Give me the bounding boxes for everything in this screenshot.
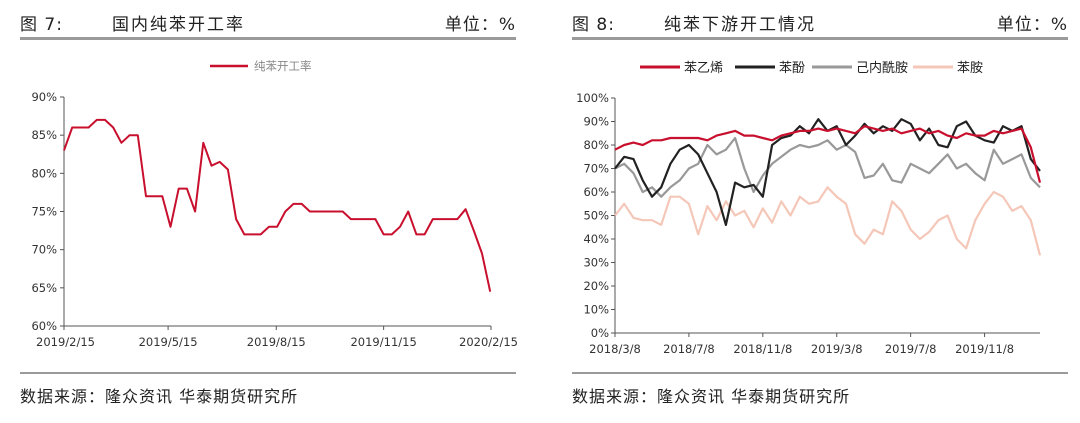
unit-label: 单位：% xyxy=(444,15,516,35)
legend-label: 苯酚 xyxy=(779,61,805,76)
data-source: 数据来源：隆众资讯 华泰期货研究所 xyxy=(20,387,299,406)
figure-number: 图 7: xyxy=(20,15,63,35)
x-tick-label: 2019/3/8 xyxy=(811,342,863,356)
legend-label: 苯乙烯 xyxy=(684,61,723,76)
y-tick-label: 75% xyxy=(31,205,57,219)
figure-7-panel: 图 7: 国内纯苯开工率 单位：% 60% 65% 70% 75% 80% 85% 90% 2… xyxy=(0,0,528,423)
y-tick-label: 100% xyxy=(576,91,609,105)
legend-label: 纯苯开工率 xyxy=(254,59,312,73)
footer-rule xyxy=(20,372,516,374)
series-line-aniline xyxy=(614,186,1042,256)
y-tick-label: 10% xyxy=(583,303,609,317)
y-tick-label: 60% xyxy=(31,319,57,333)
y-tick-label: 80% xyxy=(31,166,57,180)
y-tick-label: 0% xyxy=(591,326,609,340)
x-tick-label: 2019/7/8 xyxy=(885,342,937,356)
series-line-caprolactam xyxy=(614,136,1041,198)
y-tick-label: 30% xyxy=(583,256,609,270)
x-tick-label: 2019/11/15 xyxy=(350,335,416,349)
header-rule xyxy=(20,37,516,40)
x-tick-label: 2019/5/15 xyxy=(139,335,198,349)
y-tick-label: 70% xyxy=(583,162,609,176)
legend-label: 己内酰胺 xyxy=(856,60,908,76)
figure-header: 图 8: 纯苯下游开工情况 单位：% xyxy=(572,8,1068,35)
x-tick-label: 2019/11/8 xyxy=(955,342,1014,356)
x-tick-label: 2019/2/15 xyxy=(36,335,95,349)
figure-title: 国内纯苯开工率 xyxy=(112,15,245,35)
figure-title: 纯苯下游开工情况 xyxy=(664,15,816,35)
x-tick-label: 2018/11/8 xyxy=(733,342,792,356)
y-tick-label: 60% xyxy=(583,185,609,199)
y-tick-label: 70% xyxy=(31,243,57,257)
figure-header: 图 7: 国内纯苯开工率 单位：% xyxy=(20,8,516,35)
figure-8-panel: 图 8: 纯苯下游开工情况 单位：% 0% 10% 20% 30% 40% 50% 60% 7… xyxy=(552,0,1080,423)
series-line-styrene xyxy=(614,125,1042,183)
y-tick-label: 65% xyxy=(31,281,57,295)
benzene-operating-rate-chart: 60% 65% 70% 75% 80% 85% 90% 2019/2/15 2019/5/15 2… xyxy=(31,59,518,349)
y-tick-label: 40% xyxy=(583,232,609,246)
x-tick-label: 2018/7/8 xyxy=(663,342,715,356)
data-source: 数据来源：隆众资讯 华泰期货研究所 xyxy=(572,387,851,406)
downstream-operating-chart: 0% 10% 20% 30% 40% 50% 60% 70% 80% 90% 100% 2018/3/… xyxy=(576,60,1042,356)
series-line-benzene-rate xyxy=(63,118,492,292)
y-tick-label: 90% xyxy=(583,115,609,129)
x-tick-label: 2018/3/8 xyxy=(589,342,641,356)
y-tick-label: 90% xyxy=(31,90,57,104)
y-tick-label: 50% xyxy=(583,209,609,223)
header-rule xyxy=(572,37,1068,40)
unit-label: 单位：% xyxy=(996,15,1068,35)
x-tick-label: 2019/8/15 xyxy=(247,335,306,349)
x-tick-label: 2020/2/15 xyxy=(459,335,518,349)
y-tick-label: 85% xyxy=(31,128,57,142)
footer-rule xyxy=(572,372,1068,374)
legend-label: 苯胺 xyxy=(957,61,983,76)
y-tick-label: 80% xyxy=(583,138,609,152)
y-tick-label: 20% xyxy=(583,279,609,293)
figure-number: 图 8: xyxy=(572,15,615,35)
